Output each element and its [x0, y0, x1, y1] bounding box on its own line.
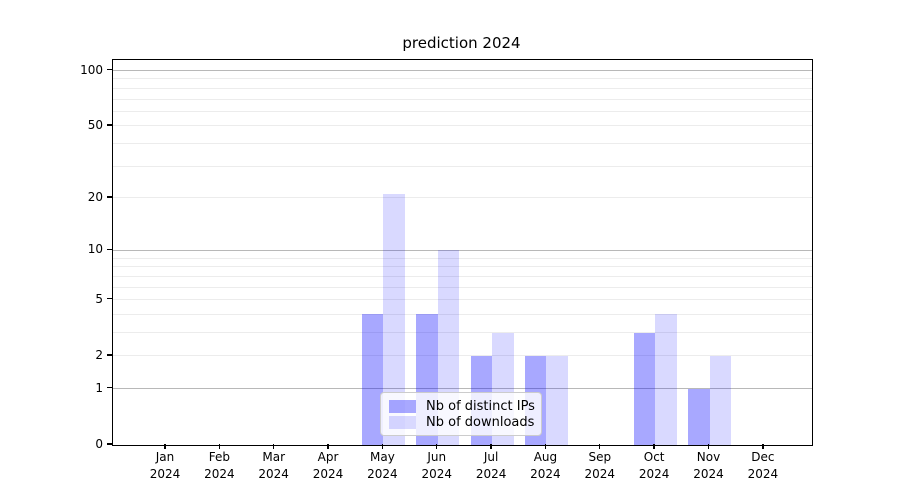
x-tick-feb — [218, 444, 221, 449]
y-tick-label-1: 1 — [95, 380, 103, 395]
bar-downloads-may — [383, 194, 405, 445]
x-tick-label-may: May 2024 — [367, 450, 398, 481]
gridline-y-3 — [113, 332, 812, 334]
y-tick-label-10: 10 — [87, 242, 103, 257]
gridline-y-6 — [113, 286, 812, 288]
y-tick-2 — [107, 354, 112, 356]
bar-distinct-ips-nov — [688, 388, 710, 445]
bar-downloads-aug — [546, 355, 568, 445]
y-tick-20 — [107, 196, 112, 198]
x-tick-label-nov: Nov 2024 — [693, 450, 724, 481]
x-tick-label-feb: Feb 2024 — [204, 450, 235, 481]
legend-row-distinct-ips: Nb of distinct IPs — [389, 398, 535, 414]
gridline-y-5 — [113, 299, 812, 301]
x-tick-sep — [599, 444, 601, 449]
gridline-y-50 — [113, 125, 812, 127]
gridline-y-1 — [113, 388, 812, 390]
y-tick-label-2: 2 — [95, 347, 103, 362]
x-tick-dec — [762, 444, 764, 449]
x-tick-label-apr: Apr 2024 — [312, 450, 344, 481]
x-tick-label-sep: Sep 2024 — [584, 450, 616, 481]
gridline-y-70 — [113, 98, 812, 100]
gridline-y-100 — [113, 70, 812, 72]
x-tick-label-oct: Oct 2024 — [638, 450, 670, 481]
gridline-y-7 — [113, 275, 812, 277]
legend: Nb of distinct IPs Nb of downloads — [380, 392, 542, 436]
x-tick-label-mar: Mar 2024 — [258, 450, 289, 481]
x-tick-label-jun: Jun 2024 — [421, 450, 453, 481]
y-tick-label-0: 0 — [95, 437, 103, 451]
x-tick-oct — [653, 444, 655, 449]
bar-distinct-ips-may — [361, 314, 384, 445]
y-tick-label-50: 50 — [87, 117, 103, 132]
y-tick-5 — [107, 297, 112, 300]
gridline-y-10 — [113, 249, 812, 251]
x-tick-aug — [544, 444, 547, 449]
y-tick-label-20: 20 — [87, 189, 103, 204]
y-tick-label-5: 5 — [95, 291, 103, 306]
bar-downloads-nov — [709, 355, 731, 445]
y-tick-10 — [107, 248, 112, 251]
bar-downloads-oct — [655, 314, 677, 445]
x-tick-may — [381, 444, 384, 449]
y-tick-0 — [107, 443, 112, 445]
x-tick-nov — [707, 444, 710, 449]
legend-label-distinct-ips: Nb of distinct IPs — [426, 398, 535, 414]
legend-label-downloads: Nb of downloads — [426, 414, 535, 430]
y-tick-1 — [107, 387, 112, 389]
gridline-y-8 — [113, 266, 812, 268]
chart-title: prediction 2024 — [402, 34, 521, 52]
x-tick-jun — [436, 444, 438, 449]
gridline-y-30 — [113, 165, 812, 167]
x-tick-jul — [490, 444, 492, 449]
gridline-y-60 — [113, 110, 812, 112]
legend-row-downloads: Nb of downloads — [389, 414, 535, 430]
y-tick-50 — [107, 124, 112, 126]
plot-area: Nb of distinct IPs Nb of downloads — [112, 59, 813, 446]
x-tick-label-jul: Jul 2024 — [475, 450, 507, 481]
x-tick-mar — [273, 444, 275, 449]
gridline-y-4 — [113, 313, 812, 315]
gridline-y-2 — [113, 355, 812, 357]
gridline-y-40 — [113, 143, 812, 145]
legend-swatch-distinct-ips — [389, 399, 416, 413]
legend-swatch-downloads — [389, 415, 416, 429]
bar-distinct-ips-oct — [633, 332, 656, 445]
x-tick-label-aug: Aug 2024 — [530, 450, 561, 481]
gridline-y-9 — [113, 257, 812, 259]
gridline-y-80 — [113, 87, 812, 89]
x-tick-apr — [327, 444, 329, 449]
y-tick-100 — [107, 68, 112, 71]
y-tick-label-100: 100 — [80, 62, 103, 77]
gridline-y-90 — [113, 78, 812, 80]
x-tick-label-jan: Jan 2024 — [149, 450, 181, 481]
x-tick-label-dec: Dec 2024 — [747, 450, 779, 481]
gridline-y-20 — [113, 197, 812, 199]
x-tick-jan — [164, 444, 166, 449]
